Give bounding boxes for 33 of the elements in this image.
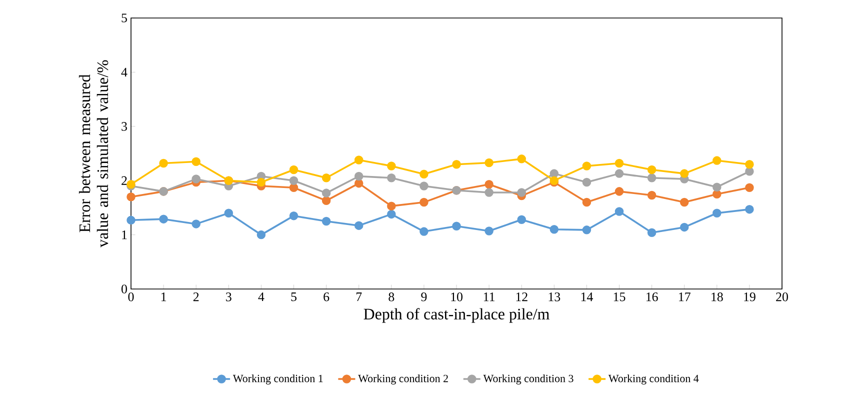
x-tick-label: 8 bbox=[388, 292, 394, 302]
x-tick-label: 18 bbox=[712, 292, 723, 302]
x-tick-label: 7 bbox=[356, 292, 362, 301]
x-tick-label: 11 bbox=[484, 292, 495, 302]
x-tick-label: 2 bbox=[193, 292, 199, 302]
x-tick-label: 3 bbox=[226, 292, 232, 302]
x-axis-title: Depth of cast-in-place pile/m bbox=[364, 308, 550, 323]
x-tick-label: 19 bbox=[744, 292, 756, 302]
y-tick-label: 4 bbox=[121, 68, 128, 76]
x-tick-label: 15 bbox=[614, 292, 626, 302]
y-tick-label: 2 bbox=[122, 176, 127, 185]
legend-label: Working condition 1 bbox=[232, 374, 323, 384]
legend-label: Working condition 2 bbox=[358, 374, 448, 384]
x-tick-label: 20 bbox=[776, 292, 788, 302]
x-tick-label: 14 bbox=[581, 292, 593, 302]
x-tick-label: 0 bbox=[128, 292, 134, 302]
y-tick-label: 5 bbox=[122, 14, 127, 22]
legend-label: Working condition 3 bbox=[483, 374, 574, 384]
x-tick-label: 17 bbox=[679, 292, 690, 302]
x-tick-label: 5 bbox=[291, 292, 296, 302]
x-tick-label: 10 bbox=[451, 292, 462, 302]
x-tick-label: 4 bbox=[258, 292, 264, 302]
x-tick-label: 16 bbox=[646, 292, 658, 302]
y-tick-label: 0 bbox=[122, 284, 127, 294]
x-tick-label: 1 bbox=[161, 292, 166, 302]
y-tick-label: 1 bbox=[122, 230, 127, 240]
y-axis-title: Error between measured value and simulated value/% bbox=[78, 60, 108, 248]
legend-label: Working condition 4 bbox=[608, 374, 699, 384]
x-tick-label: 6 bbox=[324, 292, 330, 302]
x-tick-label: 13 bbox=[548, 292, 560, 302]
x-tick-label: 9 bbox=[421, 292, 427, 302]
y-tick-label: 3 bbox=[122, 122, 127, 131]
x-tick-label: 12 bbox=[516, 292, 528, 302]
